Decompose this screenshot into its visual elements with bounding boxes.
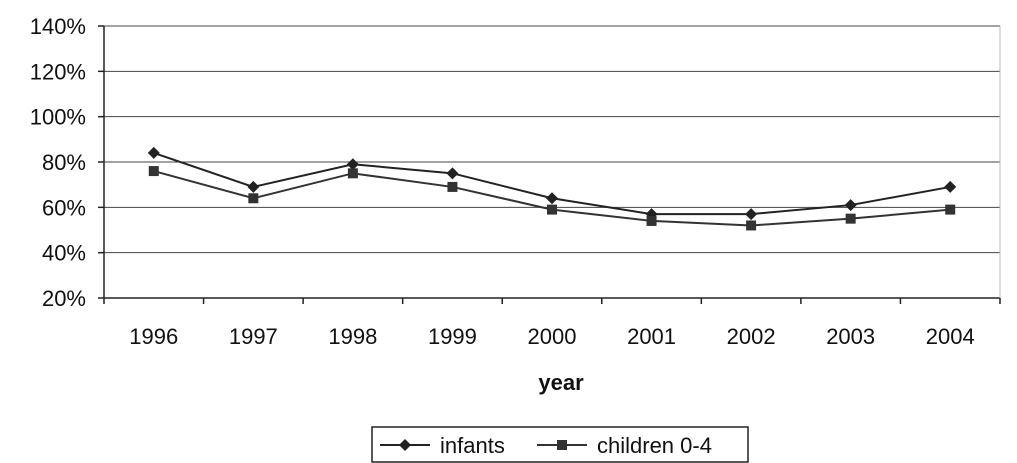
- series-children-0-4: [148, 166, 956, 231]
- x-tick-label: 2004: [926, 324, 975, 349]
- data-point: [944, 180, 957, 193]
- data-point: [845, 213, 856, 224]
- x-axis-title: year: [538, 370, 584, 395]
- data-point: [247, 180, 260, 193]
- x-tick-label: 2003: [826, 324, 875, 349]
- x-tick-label: 2002: [727, 324, 776, 349]
- legend: infants children 0-4: [371, 426, 749, 463]
- y-tick-label: 100%: [30, 105, 86, 130]
- x-tick-labels: 1996 1997 1998 1999 2000 2001 2002 2003 2004: [129, 324, 974, 349]
- data-point: [248, 193, 259, 204]
- y-tick-label: 80%: [42, 150, 86, 175]
- data-point: [547, 204, 557, 215]
- grid-lines: [104, 25, 1000, 254]
- y-tick-label: 60%: [42, 195, 86, 220]
- data-point: [646, 215, 657, 226]
- y-tick-label: 20%: [42, 286, 86, 311]
- series-infants: [147, 146, 957, 221]
- data-point: [347, 168, 358, 179]
- y-tick-label: 120%: [30, 59, 86, 84]
- legend-label: infants: [440, 433, 505, 458]
- data-point: [446, 167, 459, 180]
- y-tick-labels: 20% 40% 60% 80% 100% 120% 140%: [30, 14, 86, 311]
- series-group: [147, 146, 957, 231]
- legend-item: children 0-4: [537, 433, 712, 458]
- data-point: [745, 208, 758, 221]
- data-point: [945, 204, 956, 215]
- data-point: [148, 166, 159, 177]
- legend-marker: [557, 440, 567, 450]
- y-tick-label: 140%: [30, 14, 86, 39]
- axes: [98, 25, 1001, 304]
- x-tick-label: 1996: [129, 324, 178, 349]
- x-tick-label: 2000: [528, 324, 577, 349]
- x-tick-label: 2001: [627, 324, 676, 349]
- x-tick-label: 1998: [328, 324, 377, 349]
- legend-marker: [399, 439, 411, 451]
- data-point: [844, 199, 857, 212]
- data-point: [447, 181, 458, 192]
- x-tick-label: 1997: [229, 324, 278, 349]
- data-point: [546, 192, 558, 205]
- data-point: [746, 220, 757, 231]
- y-tick-label: 40%: [42, 241, 86, 266]
- x-tick-label: 1999: [428, 324, 477, 349]
- data-point: [346, 158, 359, 171]
- data-point: [147, 146, 160, 159]
- legend-label: children 0-4: [597, 433, 712, 458]
- legend-item: infants: [380, 433, 505, 458]
